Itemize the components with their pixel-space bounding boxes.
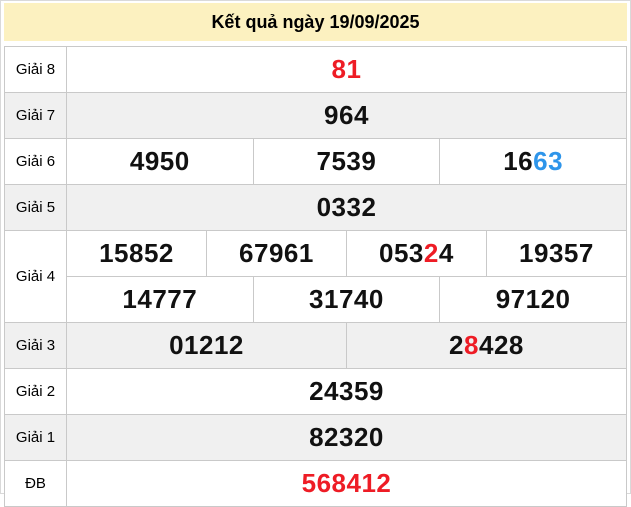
table-row: Giải 3 01212 28428 — [4, 322, 628, 369]
prize-number: 05324 — [345, 230, 487, 277]
prize-number: 67961 — [205, 230, 347, 277]
red-highlight-digit: 81 — [331, 54, 362, 84]
table-row: Giải 7 964 — [4, 92, 627, 139]
prize-label: Giải 3 — [4, 322, 67, 369]
results-body: Giải 8 81 Giải 7 964 Giải 6 4950 7539 1663 Giải … — [4, 46, 628, 507]
prize-number: 4950 — [66, 138, 254, 185]
table-row: Giải 5 0332 — [4, 184, 627, 231]
digit: 428 — [478, 330, 524, 360]
prize-label: Giải 5 — [4, 184, 67, 231]
prize-label: Giải 1 — [4, 414, 67, 461]
table-row: 14777 31740 97120 — [5, 276, 627, 323]
table-row: Giải 6 4950 7539 1663 — [4, 138, 627, 185]
digit: 16 — [503, 146, 534, 176]
digit: 4950 — [129, 146, 190, 176]
table-row: Giải 4 15852 67961 05324 19357 — [4, 230, 628, 323]
digit: 0332 — [316, 192, 377, 222]
prize-number: 568412 — [66, 460, 627, 507]
table-row: Giải 8 81 — [4, 46, 627, 93]
prize-number: 1663 — [439, 138, 627, 185]
digit: 01212 — [169, 330, 244, 360]
prize-label: Giải 7 — [4, 92, 67, 139]
prize-number: 31740 — [252, 276, 441, 323]
prize-number: 14777 — [66, 276, 254, 323]
digit: 964 — [324, 100, 369, 130]
prize-number: 97120 — [439, 276, 627, 323]
red-highlight-digit: 568412 — [301, 468, 392, 498]
red-highlight-digit: 2 — [423, 238, 439, 268]
digit: 82320 — [309, 422, 384, 452]
digit: 2 — [449, 330, 465, 360]
digit: 7539 — [316, 146, 377, 176]
digit: 67961 — [239, 238, 314, 268]
prize-number: 82320 — [66, 414, 627, 461]
prize-number: 19357 — [485, 230, 628, 277]
digit: 19357 — [519, 238, 594, 268]
table-row: Giải 2 24359 — [4, 368, 627, 415]
prize-label: Giải 2 — [4, 368, 67, 415]
digit: 24359 — [309, 376, 384, 406]
prize-number: 15852 — [66, 230, 207, 277]
digit: 15852 — [99, 238, 174, 268]
draw-title: Kết quả ngày 19/09/2025 — [211, 12, 420, 32]
prize-number: 81 — [66, 46, 627, 93]
table-row: ĐB 568412 — [4, 460, 627, 507]
results-table: Giải 8 81 Giải 7 964 Giải 6 4950 7539 1663 Giải … — [4, 46, 628, 507]
digit: 97120 — [495, 284, 571, 314]
prize-number: 964 — [66, 92, 627, 139]
digit: 14777 — [122, 284, 198, 314]
prize-number: 0332 — [66, 184, 627, 231]
results-header: Kết quả ngày 19/09/2025 — [4, 3, 627, 41]
digit: 053 — [379, 238, 424, 268]
prize-number: 7539 — [252, 138, 441, 185]
table-row: Giải 1 82320 — [4, 414, 627, 461]
prize-number: 24359 — [66, 368, 627, 415]
prize-label: Giải 8 — [4, 46, 67, 93]
digit: 4 — [438, 238, 454, 268]
prize-label: Giải 6 — [4, 138, 67, 185]
prize-label: Giải 4 — [4, 230, 67, 323]
prize-number: 01212 — [66, 322, 347, 369]
blue-highlight-digit: 63 — [533, 146, 564, 176]
prize-label: ĐB — [4, 460, 67, 507]
prize-number: 28428 — [345, 322, 628, 369]
red-highlight-digit: 8 — [464, 330, 479, 360]
digit: 31740 — [309, 284, 384, 314]
